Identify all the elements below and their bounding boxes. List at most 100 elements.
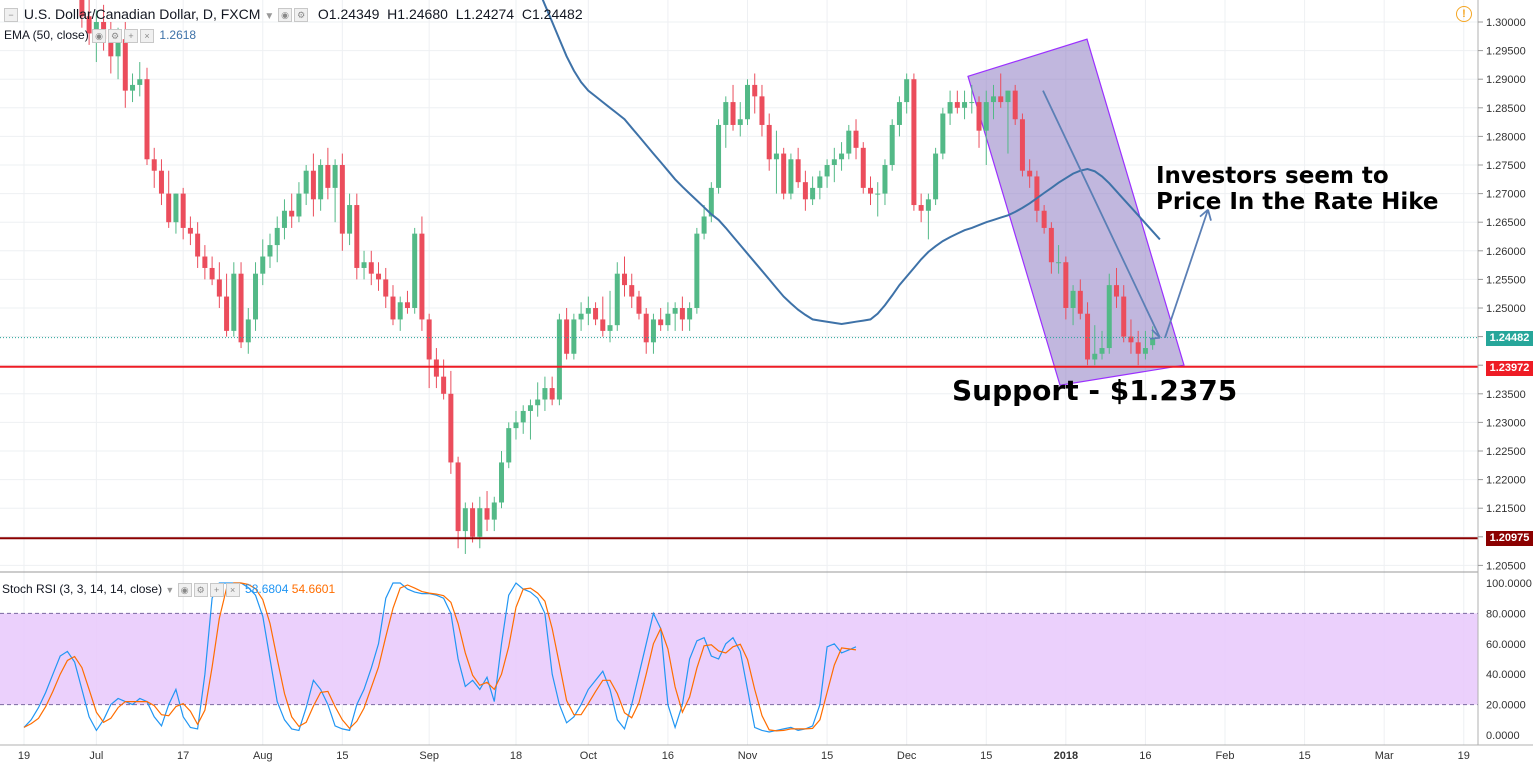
candle xyxy=(535,382,541,417)
candle-body xyxy=(412,233,418,308)
candle-body xyxy=(571,319,577,354)
candle xyxy=(332,159,338,223)
candle-body xyxy=(173,193,179,223)
candle xyxy=(477,496,483,549)
symbol-title[interactable]: U.S. Dollar/Canadian Dollar, D, FXCM xyxy=(23,6,261,22)
candle-body xyxy=(882,165,888,194)
candle-body xyxy=(672,308,678,314)
plus-icon[interactable]: + xyxy=(124,28,139,43)
candle-body xyxy=(1077,290,1083,314)
gear-icon[interactable]: ⚙ xyxy=(193,582,208,597)
candle-body xyxy=(918,205,924,211)
candle-body xyxy=(253,273,259,320)
chevron-down-icon[interactable]: ▼ xyxy=(264,11,275,22)
candle xyxy=(253,262,259,331)
candle-body xyxy=(817,176,823,188)
close-icon[interactable]: × xyxy=(140,28,155,43)
candle-body xyxy=(491,502,497,520)
candle xyxy=(376,262,382,291)
candle-body xyxy=(629,285,635,297)
eye-icon[interactable]: ◉ xyxy=(177,582,192,597)
lower-price-tag: 1.20975 xyxy=(1486,531,1533,546)
candle xyxy=(274,216,280,263)
ema-value: 1.2618 xyxy=(159,28,197,42)
candle xyxy=(737,102,743,137)
stoch-overbought-oversold-band xyxy=(0,613,1478,705)
candle xyxy=(1027,159,1033,188)
candle-body xyxy=(303,170,309,194)
high-value: 1.24680 xyxy=(397,6,448,22)
candle-body xyxy=(383,279,389,297)
close-label: C xyxy=(521,6,532,22)
high-label: H xyxy=(387,6,398,22)
candle xyxy=(896,96,902,137)
candle-body xyxy=(1142,348,1148,354)
candle xyxy=(875,182,881,217)
candle xyxy=(578,302,584,331)
candle-body xyxy=(527,405,533,411)
collapse-icon[interactable]: − xyxy=(4,8,18,23)
candle-body xyxy=(470,508,476,537)
time-tick-label: 15 xyxy=(821,750,833,762)
up-projection-arrow xyxy=(1164,208,1212,339)
time-tick-label: 15 xyxy=(980,750,992,762)
candle-body xyxy=(795,159,801,183)
candle-body xyxy=(933,153,939,200)
ema-label[interactable]: EMA (50, close) xyxy=(4,28,89,42)
candle xyxy=(144,67,150,165)
plus-icon[interactable]: + xyxy=(209,582,224,597)
investors-annotation-line-2: Price In the Rate Hike xyxy=(1156,189,1439,215)
candle-body xyxy=(911,79,917,206)
candle-body xyxy=(216,279,222,297)
candle-body xyxy=(180,193,186,228)
candle xyxy=(180,187,186,240)
time-tick-label: 2018 xyxy=(1054,750,1078,762)
candle-body xyxy=(310,170,316,200)
candle-body xyxy=(361,262,367,268)
candle xyxy=(506,422,512,469)
warning-icon[interactable]: ! xyxy=(1456,6,1472,22)
candle xyxy=(202,245,208,280)
candle-body xyxy=(990,96,996,103)
time-tick-label: 19 xyxy=(18,750,30,762)
candle xyxy=(325,147,331,200)
candle-body xyxy=(600,319,606,331)
candle-body xyxy=(1106,285,1112,349)
time-tick-label: Oct xyxy=(580,750,597,762)
candle xyxy=(491,496,497,532)
stoch-label[interactable]: Stoch RSI (3, 3, 14, 14, close) xyxy=(2,582,163,596)
close-icon[interactable]: × xyxy=(225,582,240,597)
eye-icon[interactable]: ◉ xyxy=(278,8,293,23)
candle-body xyxy=(694,233,700,308)
candle-body xyxy=(484,508,490,520)
candle-body xyxy=(802,182,808,200)
candle-body xyxy=(513,422,519,429)
gear-icon[interactable]: ⚙ xyxy=(108,28,123,43)
time-tick-label: Jul xyxy=(89,750,103,762)
eye-icon[interactable]: ◉ xyxy=(92,28,107,43)
candle xyxy=(954,90,960,114)
candle-body xyxy=(376,273,382,280)
candle-body xyxy=(231,273,237,331)
price-tick-label: 1.22000 xyxy=(1486,475,1526,487)
candle-body xyxy=(93,22,99,34)
candle-body xyxy=(368,262,374,274)
candle xyxy=(1012,84,1018,125)
candle-body xyxy=(260,256,266,274)
candle xyxy=(846,124,852,160)
candle-body xyxy=(679,308,685,320)
chevron-down-icon[interactable]: ▼ xyxy=(165,585,175,595)
candle-body xyxy=(1005,90,1011,103)
candle-body xyxy=(441,376,447,394)
candle xyxy=(607,290,613,343)
candle-body xyxy=(122,39,128,91)
candle xyxy=(643,308,649,354)
candle xyxy=(339,153,345,251)
candle-body xyxy=(976,102,982,131)
candle-body xyxy=(658,319,664,326)
stoch-tick-label: 0.0000 xyxy=(1486,730,1520,742)
candle-body xyxy=(556,319,562,400)
gear-icon[interactable]: ⚙ xyxy=(294,8,309,23)
candle-body xyxy=(209,267,215,280)
